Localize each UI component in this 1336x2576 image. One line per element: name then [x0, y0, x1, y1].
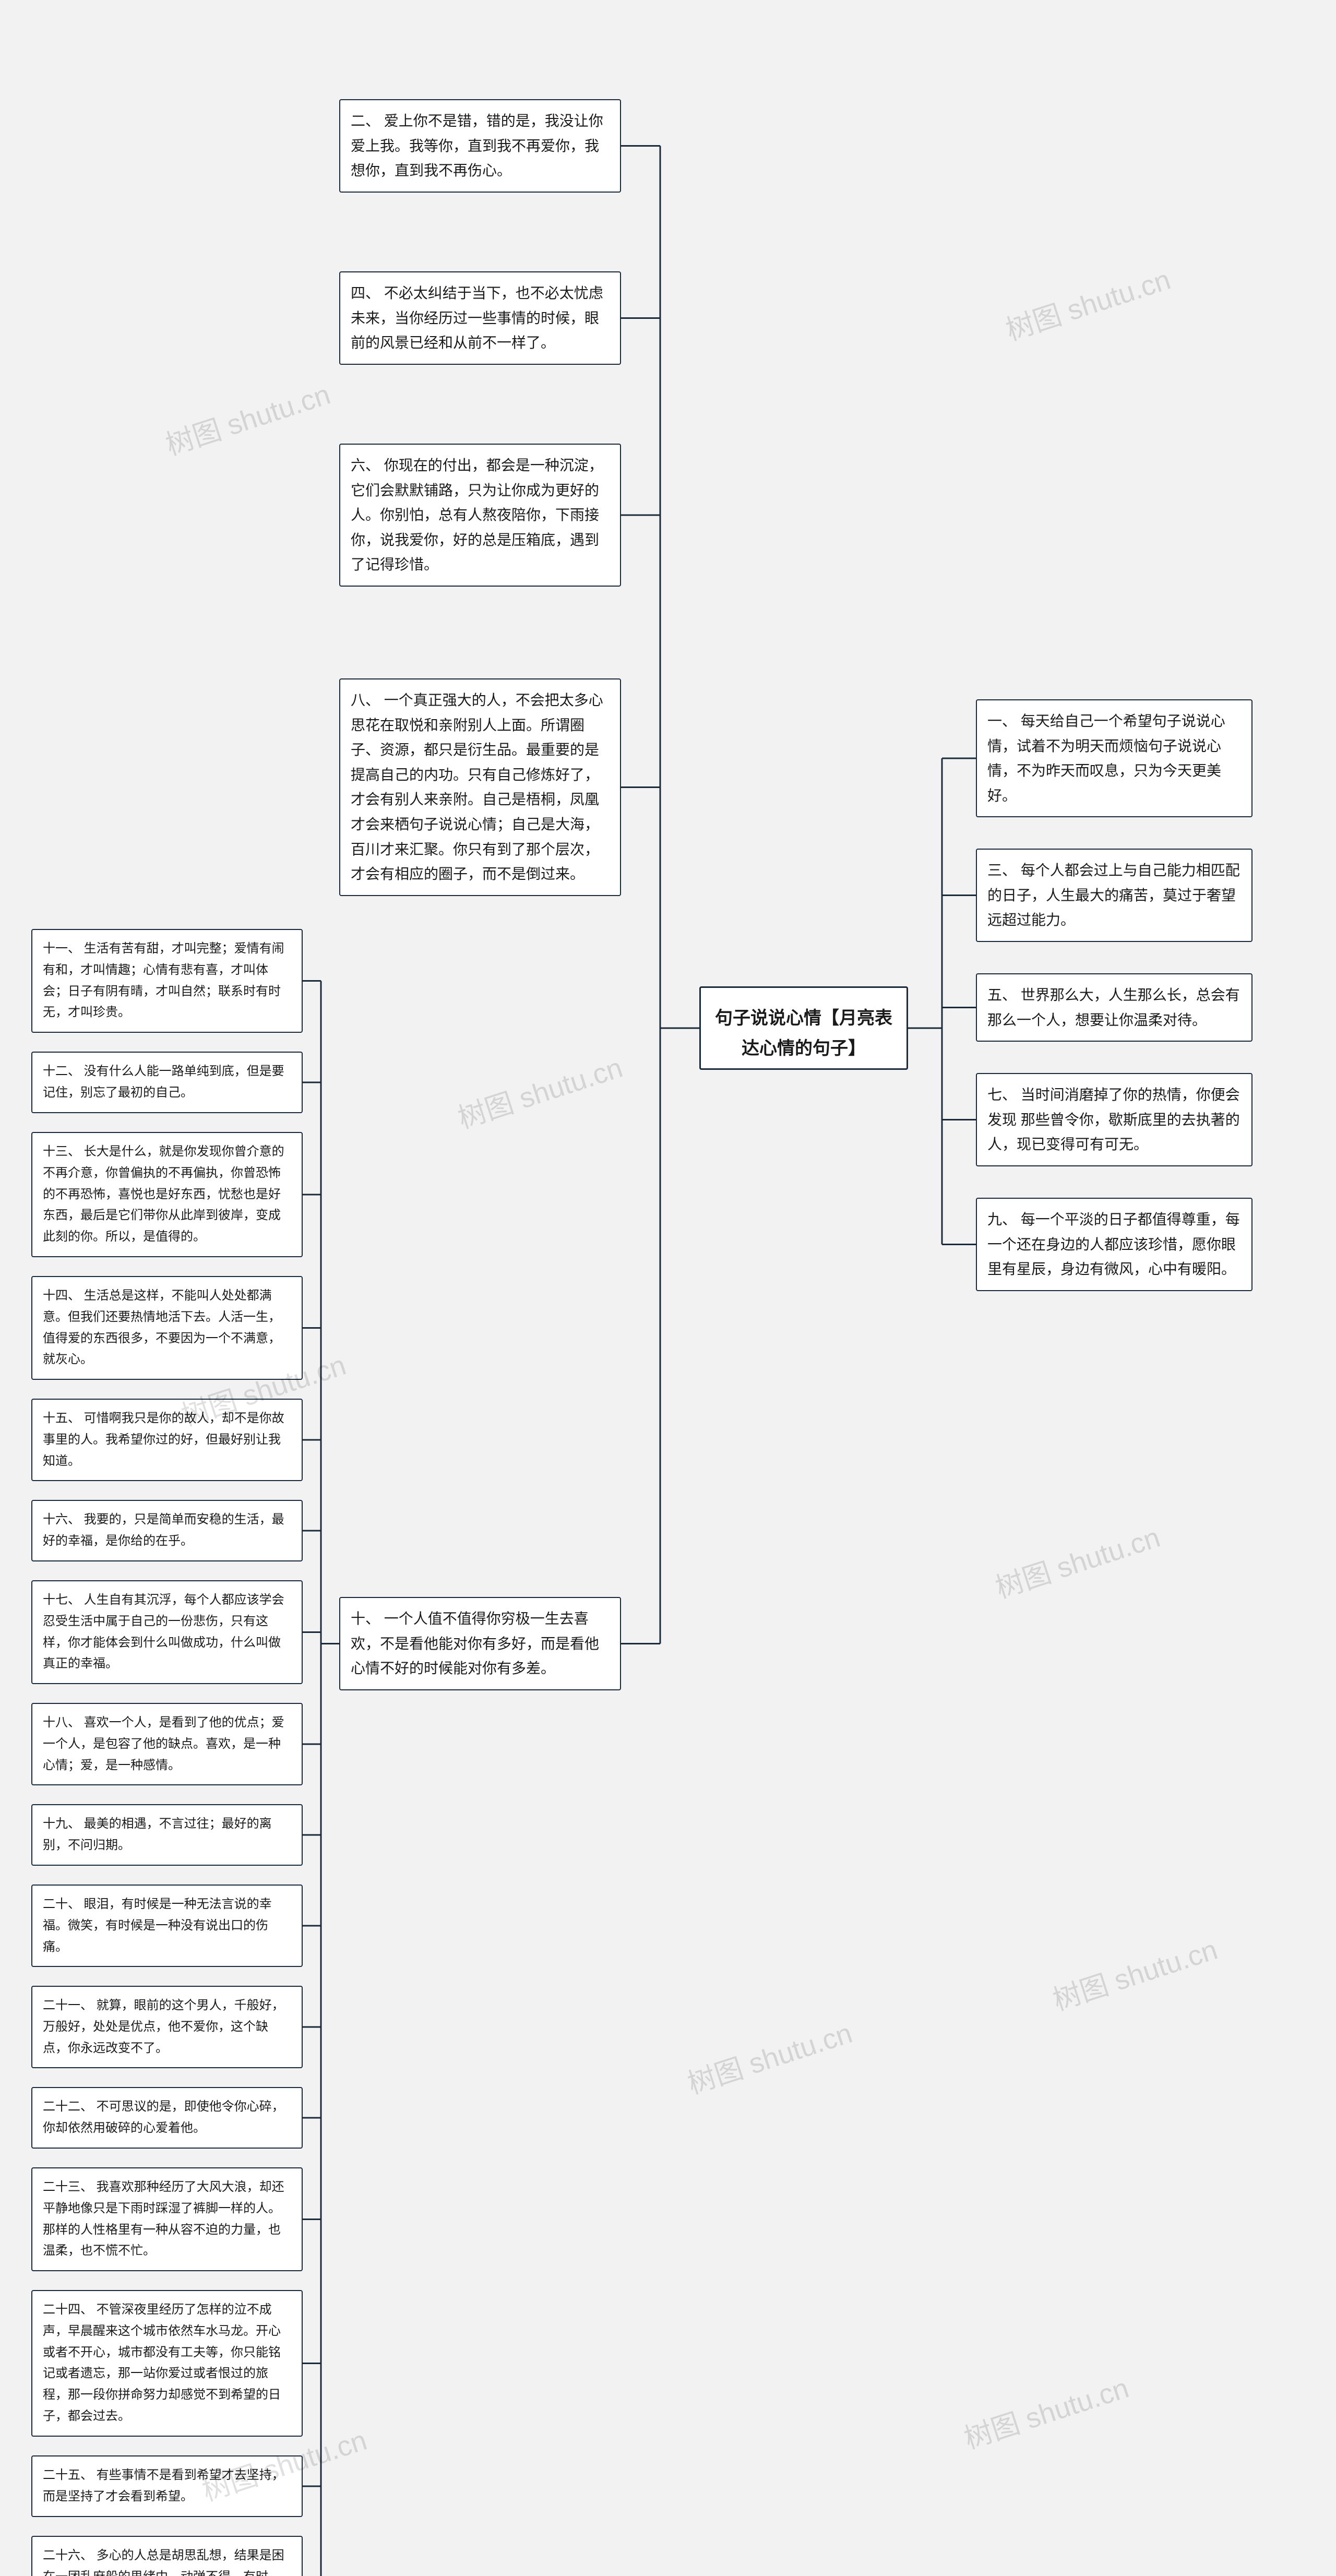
watermark: 树图 shutu.cn	[1047, 1926, 1222, 2018]
leaf-node-l18: 十八、 喜欢一个人，是看到了他的优点；爱一个人，是包容了他的缺点。喜欢，是一种心…	[31, 1703, 303, 1785]
leaf-node-l16-text: 十六、 我要的，只是简单而安稳的生活，最好的幸福，是你给的在乎。	[43, 1512, 284, 1548]
right-node-r7-text: 七、 当时间消磨掉了你的热情，你便会发现 那些曾令你，歇斯底里的去执著的人，现已…	[987, 1087, 1240, 1152]
leaf-node-l12-text: 十二、 没有什么人能一路单纯到底，但是要记住，别忘了最初的自己。	[43, 1064, 284, 1100]
leaf-node-l13-text: 十三、 长大是什么，就是你发现你曾介意的不再介意，你曾偏执的不再偏执，你曾恐怖的…	[43, 1144, 284, 1244]
leaf-node-l24: 二十四、 不管深夜里经历了怎样的泣不成声，早晨醒来这个城市依然车水马龙。开心或者…	[31, 2290, 303, 2437]
right-node-r9: 九、 每一个平淡的日子都值得尊重，每一个还在身边的人都应该珍惜，愿你眼里有星辰，…	[976, 1198, 1252, 1291]
leaf-node-l19: 十九、 最美的相遇，不言过往；最好的离别，不问归期。	[31, 1804, 303, 1866]
leaf-node-l24-text: 二十四、 不管深夜里经历了怎样的泣不成声，早晨醒来这个城市依然车水马龙。开心或者…	[43, 2303, 281, 2423]
right-node-r5: 五、 世界那么大，人生那么长，总会有那么一个人，想要让你温柔对待。	[976, 973, 1252, 1042]
leaf-node-l13: 十三、 长大是什么，就是你发现你曾介意的不再介意，你曾偏执的不再偏执，你曾恐怖的…	[31, 1132, 303, 1257]
mid-node-m8-text: 八、 一个真正强大的人，不会把太多心思花在取悦和亲附别人上面。所谓圈子、资源，都…	[351, 692, 603, 882]
right-node-r9-text: 九、 每一个平淡的日子都值得尊重，每一个还在身边的人都应该珍惜，愿你眼里有星辰，…	[987, 1211, 1240, 1277]
leaf-node-l15: 十五、 可惜啊我只是你的故人，却不是你故事里的人。我希望你过的好，但最好别让我知…	[31, 1399, 303, 1481]
leaf-node-l18-text: 十八、 喜欢一个人，是看到了他的优点；爱一个人，是包容了他的缺点。喜欢，是一种心…	[43, 1715, 284, 1772]
leaf-node-l19-text: 十九、 最美的相遇，不言过往；最好的离别，不问归期。	[43, 1817, 272, 1852]
watermark: 树图 shutu.cn	[682, 2010, 857, 2102]
right-node-r3: 三、 每个人都会过上与自己能力相匹配的日子，人生最大的痛苦，莫过于奢望远超过能力…	[976, 849, 1252, 942]
mindmap-stage: 句子说说心情【月亮表达心情的句子】 一、 每天给自己一个希望句子说说心情，试着不为…	[0, 0, 1336, 2576]
right-node-r3-text: 三、 每个人都会过上与自己能力相匹配的日子，人生最大的痛苦，莫过于奢望远超过能力…	[987, 862, 1240, 928]
mid-node-m8: 八、 一个真正强大的人，不会把太多心思花在取悦和亲附别人上面。所谓圈子、资源，都…	[339, 678, 621, 896]
right-node-r1-text: 一、 每天给自己一个希望句子说说心情，试着不为明天而烦恼句子说说心情，不为昨天而…	[987, 713, 1225, 804]
leaf-node-l20: 二十、 眼泪，有时候是一种无法言说的幸福。微笑，有时候是一种没有说出口的伤痛。	[31, 1885, 303, 1967]
leaf-node-l22: 二十二、 不可思议的是，即使他令你心碎，你却依然用破碎的心爱着他。	[31, 2087, 303, 2149]
watermark: 树图 shutu.cn	[958, 2365, 1134, 2456]
right-node-r1: 一、 每天给自己一个希望句子说说心情，试着不为明天而烦恼句子说说心情，不为昨天而…	[976, 699, 1252, 817]
mid-node-m10-text: 十、 一个人值不值得你穷极一生去喜欢，不是看他能对你有多好，而是看他心情不好的时…	[351, 1611, 599, 1676]
watermark: 树图 shutu.cn	[989, 1514, 1165, 1606]
leaf-node-l16: 十六、 我要的，只是简单而安稳的生活，最好的幸福，是你给的在乎。	[31, 1500, 303, 1561]
leaf-node-l21-text: 二十一、 就算，眼前的这个男人，千般好，万般好，处处是优点，他不爱你，这个缺点，…	[43, 1998, 284, 2055]
leaf-node-l26-text: 二十六、 多心的人总是胡思乱想，结果是困在一团乱麻般的思绪中，动弹不得。有时候，…	[43, 2548, 284, 2576]
leaf-node-l23: 二十三、 我喜欢那种经历了大风大浪，却还平静地像只是下雨时踩湿了裤脚一样的人。那…	[31, 2167, 303, 2271]
leaf-node-l14: 十四、 生活总是这样，不能叫人处处都满意。但我们还要热情地活下去。人活一生，值得…	[31, 1276, 303, 1380]
root-node-text: 句子说说心情【月亮表达心情的句子】	[715, 1008, 892, 1058]
watermark: 树图 shutu.cn	[1000, 256, 1175, 348]
mid-node-m2: 二、 爱上你不是错，错的是，我没让你爱上我。我等你，直到我不再爱你，我想你，直到…	[339, 99, 621, 193]
watermark: 树图 shutu.cn	[160, 371, 335, 463]
leaf-node-l23-text: 二十三、 我喜欢那种经历了大风大浪，却还平静地像只是下雨时踩湿了裤脚一样的人。那…	[43, 2180, 284, 2258]
right-node-r7: 七、 当时间消磨掉了你的热情，你便会发现 那些曾令你，歇斯底里的去执著的人，现已…	[976, 1073, 1252, 1166]
mid-node-m2-text: 二、 爱上你不是错，错的是，我没让你爱上我。我等你，直到我不再爱你，我想你，直到…	[351, 113, 603, 178]
mid-node-m6: 六、 你现在的付出，都会是一种沉淀，它们会默默铺路，只为让你成为更好的人。你别怕…	[339, 444, 621, 587]
leaf-node-l11: 十一、 生活有苦有甜，才叫完整；爱情有闹有和，才叫情趣；心情有悲有喜，才叫体会；…	[31, 929, 303, 1033]
mid-node-m10: 十、 一个人值不值得你穷极一生去喜欢，不是看他能对你有多好，而是看他心情不好的时…	[339, 1597, 621, 1690]
watermark: 树图 shutu.cn	[452, 1044, 627, 1136]
leaf-node-l12: 十二、 没有什么人能一路单纯到底，但是要记住，别忘了最初的自己。	[31, 1052, 303, 1113]
leaf-node-l25-text: 二十五、 有些事情不是看到希望才去坚持，而是坚持了才会看到希望。	[43, 2468, 284, 2503]
leaf-node-l15-text: 十五、 可惜啊我只是你的故人，却不是你故事里的人。我希望你过的好，但最好别让我知…	[43, 1411, 284, 1468]
leaf-node-l26: 二十六、 多心的人总是胡思乱想，结果是困在一团乱麻般的思绪中，动弹不得。有时候，…	[31, 2536, 303, 2576]
leaf-node-l14-text: 十四、 生活总是这样，不能叫人处处都满意。但我们还要热情地活下去。人活一生，值得…	[43, 1289, 281, 1366]
leaf-node-l22-text: 二十二、 不可思议的是，即使他令你心碎，你却依然用破碎的心爱着他。	[43, 2100, 284, 2135]
leaf-node-l21: 二十一、 就算，眼前的这个男人，千般好，万般好，处处是优点，他不爱你，这个缺点，…	[31, 1986, 303, 2068]
root-node: 句子说说心情【月亮表达心情的句子】	[699, 986, 908, 1070]
right-node-r5-text: 五、 世界那么大，人生那么长，总会有那么一个人，想要让你温柔对待。	[987, 987, 1240, 1028]
leaf-node-l17: 十七、 人生自有其沉浮，每个人都应该学会忍受生活中属于自己的一份悲伤，只有这样，…	[31, 1580, 303, 1684]
mid-node-m4-text: 四、 不必太纠结于当下，也不必太忧虑未来，当你经历过一些事情的时候，眼前的风景已…	[351, 285, 603, 351]
leaf-node-l17-text: 十七、 人生自有其沉浮，每个人都应该学会忍受生活中属于自己的一份悲伤，只有这样，…	[43, 1593, 284, 1671]
leaf-node-l11-text: 十一、 生活有苦有甜，才叫完整；爱情有闹有和，才叫情趣；心情有悲有喜，才叫体会；…	[43, 941, 284, 1019]
leaf-node-l20-text: 二十、 眼泪，有时候是一种无法言说的幸福。微笑，有时候是一种没有说出口的伤痛。	[43, 1897, 272, 1954]
mid-node-m4: 四、 不必太纠结于当下，也不必太忧虑未来，当你经历过一些事情的时候，眼前的风景已…	[339, 271, 621, 365]
leaf-node-l25: 二十五、 有些事情不是看到希望才去坚持，而是坚持了才会看到希望。	[31, 2455, 303, 2517]
mid-node-m6-text: 六、 你现在的付出，都会是一种沉淀，它们会默默铺路，只为让你成为更好的人。你别怕…	[351, 457, 603, 573]
